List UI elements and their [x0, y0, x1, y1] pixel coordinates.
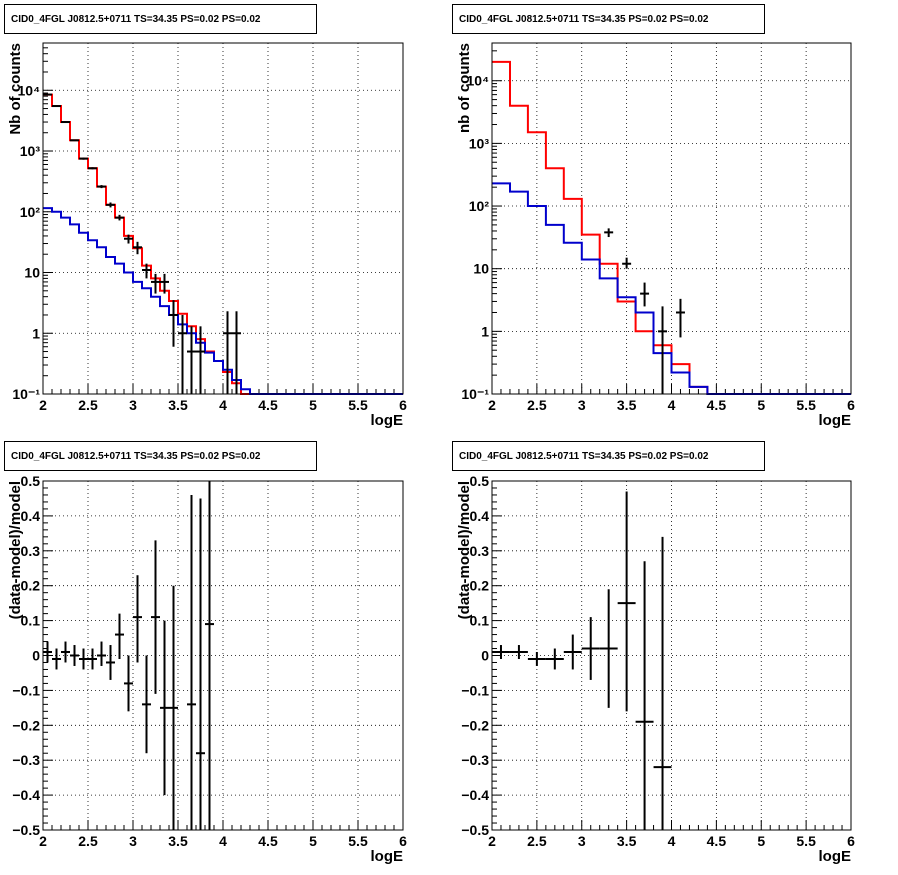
x-tick-label: 4.5	[258, 397, 278, 413]
x-tick-label: 2	[39, 833, 47, 849]
x-tick-label: 5.5	[796, 397, 816, 413]
y-tick-label: 0.2	[21, 578, 41, 594]
x-tick-label: 4	[219, 833, 227, 849]
x-tick-label: 5.5	[348, 833, 368, 849]
y-tick-label: 10⁻¹	[12, 386, 40, 402]
x-tick-label: 3.5	[168, 397, 188, 413]
x-axis-label: logE	[819, 412, 852, 429]
y-tick-label: 10⁴	[18, 82, 41, 98]
x-tick-label: 3	[578, 833, 586, 849]
x-axis-label: logE	[819, 848, 852, 865]
x-tick-label: 3.5	[617, 833, 637, 849]
x-tick-label: 3	[129, 833, 137, 849]
x-tick-label: 5	[309, 397, 317, 413]
y-tick-label: 10	[473, 261, 489, 277]
y-tick-label: −0.1	[12, 682, 40, 698]
x-tick-label: 5.5	[348, 397, 368, 413]
chart-title: CID0_4FGL J0812.5+0711 TS=34.35 PS=0.02 …	[4, 4, 317, 34]
plot-area	[492, 481, 851, 830]
chart-title: CID0_4FGL J0812.5+0711 TS=34.35 PS=0.02 …	[4, 441, 317, 471]
y-tick-label: 10³	[20, 143, 41, 159]
x-tick-label: 5	[757, 397, 765, 413]
x-tick-label: 4	[668, 833, 676, 849]
plot-frame	[491, 42, 852, 395]
y-tick-label: −0.1	[461, 682, 489, 698]
y-tick-label: 10³	[469, 135, 490, 151]
x-tick-label: 5	[757, 833, 765, 849]
y-tick-label: −0.3	[12, 752, 40, 768]
x-tick-label: 2.5	[78, 397, 98, 413]
x-tick-label: 6	[399, 397, 407, 413]
x-tick-label: 6	[399, 833, 407, 849]
chart-panel	[491, 480, 852, 831]
y-tick-label: 10²	[20, 204, 41, 220]
x-tick-label: 2.5	[78, 833, 98, 849]
x-tick-label: 2.5	[527, 397, 547, 413]
y-tick-label: 0.1	[21, 613, 41, 629]
x-tick-label: 4	[668, 397, 676, 413]
y-tick-label: 0	[32, 648, 40, 664]
x-axis-label: logE	[371, 848, 404, 865]
y-tick-label: 0.3	[21, 543, 41, 559]
x-tick-label: 3	[129, 397, 137, 413]
y-tick-label: 10⁻¹	[461, 386, 489, 402]
plot-frame	[491, 480, 852, 831]
y-axis-label: Nb of counts	[7, 43, 24, 135]
y-tick-label: 0.4	[470, 508, 490, 524]
y-tick-label: −0.4	[12, 787, 40, 803]
x-tick-label: 3.5	[617, 397, 637, 413]
y-tick-label: 0.5	[470, 473, 490, 489]
x-tick-label: 3.5	[168, 833, 188, 849]
y-tick-label: −0.4	[461, 787, 489, 803]
plot-frame	[42, 480, 404, 831]
x-tick-label: 4.5	[707, 397, 727, 413]
y-tick-label: 0.5	[21, 473, 41, 489]
x-tick-label: 2.5	[527, 833, 547, 849]
chart-panel	[491, 42, 852, 395]
y-tick-label: 10²	[469, 198, 490, 214]
y-tick-label: 10⁴	[467, 73, 490, 89]
x-tick-label: 2	[488, 833, 496, 849]
y-tick-label: 0.3	[470, 543, 490, 559]
x-axis-label: logE	[371, 412, 404, 429]
x-tick-label: 2	[488, 397, 496, 413]
y-axis-label: (data-model)/model	[456, 481, 473, 619]
chart-panel	[42, 480, 404, 831]
y-tick-label: 1	[481, 323, 489, 339]
y-axis-label: nb of counts	[456, 43, 473, 133]
chart-title: CID0_4FGL J0812.5+0711 TS=34.35 PS=0.02 …	[452, 4, 765, 34]
x-tick-label: 4.5	[258, 833, 278, 849]
y-tick-label: 0.4	[21, 508, 41, 524]
chart-title: CID0_4FGL J0812.5+0711 TS=34.35 PS=0.02 …	[452, 441, 765, 471]
x-tick-label: 4	[219, 397, 227, 413]
plot-frame	[42, 42, 404, 395]
y-axis-label: (data-model)/model	[7, 481, 24, 619]
y-tick-label: 0.1	[470, 613, 490, 629]
y-tick-label: 10	[24, 265, 40, 281]
y-tick-label: −0.2	[12, 717, 40, 733]
x-tick-label: 4.5	[707, 833, 727, 849]
y-tick-label: −0.5	[461, 822, 489, 838]
y-tick-label: −0.2	[461, 717, 489, 733]
x-tick-label: 5	[309, 833, 317, 849]
y-tick-label: −0.3	[461, 752, 489, 768]
x-tick-label: 3	[578, 397, 586, 413]
y-tick-label: −0.5	[12, 822, 40, 838]
chart-panel	[42, 42, 404, 395]
x-tick-label: 6	[847, 397, 855, 413]
y-tick-label: 0	[481, 648, 489, 664]
y-tick-label: 0.2	[470, 578, 490, 594]
y-tick-label: 1	[32, 325, 40, 341]
x-tick-label: 6	[847, 833, 855, 849]
x-tick-label: 5.5	[796, 833, 816, 849]
x-tick-label: 2	[39, 397, 47, 413]
